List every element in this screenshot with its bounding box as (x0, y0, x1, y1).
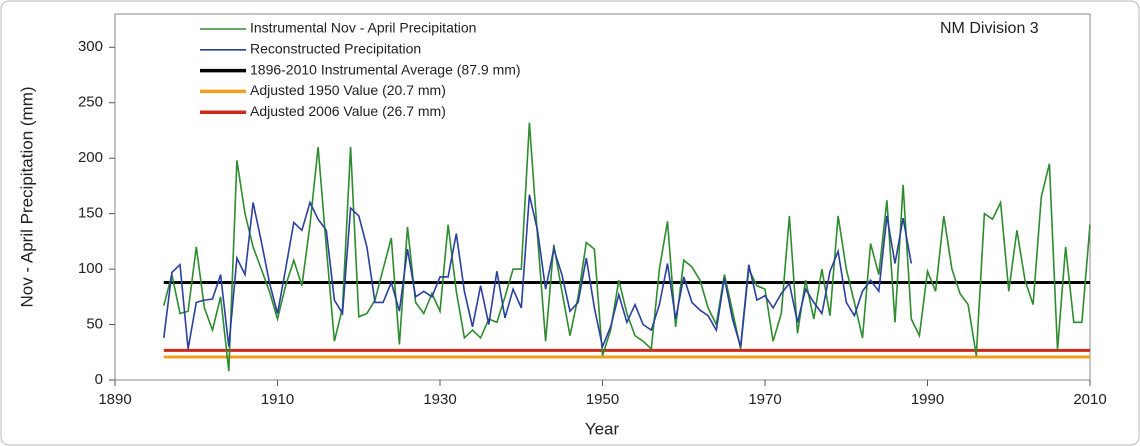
y-tick-label: 300 (78, 38, 103, 55)
x-tick-label: 1990 (911, 391, 944, 408)
legend-label: Instrumental Nov - April Precipitation (250, 20, 476, 36)
legend-label: Reconstructed Precipitation (250, 41, 421, 57)
y-tick-label: 200 (78, 149, 103, 166)
legend-label: 1896-2010 Instrumental Average (87.9 mm) (250, 61, 521, 77)
legend-label: Adjusted 1950 Value (20.7 mm) (250, 82, 446, 98)
x-tick-label: 1970 (748, 391, 781, 408)
x-tick-label: 1890 (98, 391, 131, 408)
x-tick-label: 1930 (423, 391, 456, 408)
y-axis-label: Nov - April Precipitation (mm) (17, 86, 36, 307)
x-axis-label: Year (585, 419, 620, 438)
y-tick-label: 150 (78, 205, 103, 222)
series-line (163, 194, 913, 350)
series-line (163, 122, 1091, 372)
y-tick-label: 100 (78, 260, 103, 277)
y-tick-label: 0 (95, 371, 103, 388)
x-tick-label: 1950 (586, 391, 619, 408)
y-tick-label: 50 (86, 316, 103, 333)
x-tick-label: 2010 (1073, 391, 1106, 408)
x-tick-label: 1910 (261, 391, 294, 408)
y-tick-label: 250 (78, 94, 103, 111)
legend-label: Adjusted 2006 Value (26.7 mm) (250, 103, 446, 119)
annotation: NM Division 3 (940, 20, 1039, 37)
